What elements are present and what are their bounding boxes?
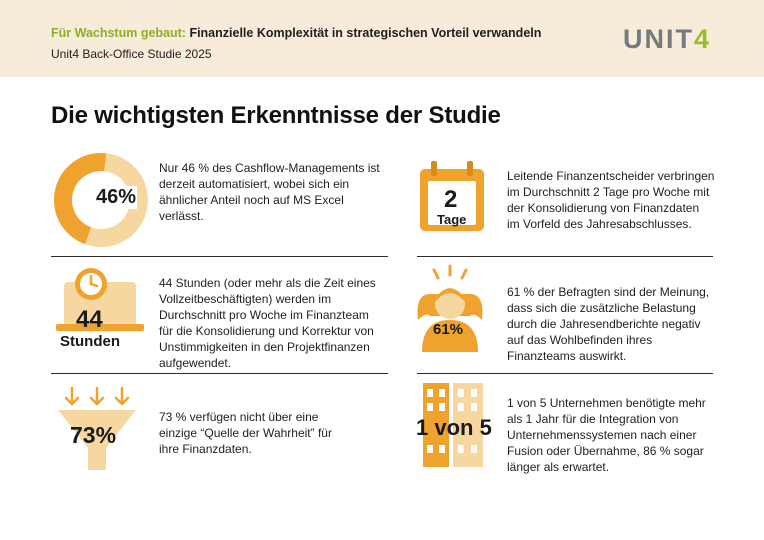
figure-46: 46% [95,186,138,209]
figure-2: 2 [444,186,458,213]
figure-73: 73% [70,422,117,448]
stressed-person-icon: 61% [412,264,488,352]
divider [417,373,713,374]
buildings-icon: 1 von 5 [413,381,493,469]
finding-text-wellbeing: 61 % der Befragten sind der Meinung, das… [507,285,710,363]
logo-text: UNIT [623,24,694,54]
finding-text-merger: 1 von 5 Unternehmen benötigte mehr als 1… [507,396,706,474]
header-banner: Für Wachstum gebaut: Finanzielle Komplex… [0,0,764,77]
divider [51,256,388,257]
pie-chart-dollar-icon: $ 46% [51,150,151,250]
header-tagline: Für Wachstum gebaut: Finanzielle Komplex… [51,26,541,40]
page-title: Die wichtigsten Erkenntnisse der Studie [51,102,501,129]
logo-four: 4 [694,24,712,54]
divider [417,256,713,257]
finding-text-days: Leitende Finanzentscheider verbringen im… [507,169,715,231]
figure-1-von-5: 1 von 5 [416,415,492,440]
tagline-rest: Finanzielle Komplexität in strategischen… [185,26,542,40]
finding-text-hours: 44 Stunden (oder mehr als die Zeit eines… [159,276,376,370]
figure-unit-stunden: Stunden [60,333,120,350]
clock-laptop-icon: 44 Stunden [54,264,146,354]
header-subtitle: Unit4 Back-Office Studie 2025 [51,47,212,61]
finding-text-truth: 73 % verfügen nicht über eine einzige “Q… [159,410,332,456]
divider [51,373,388,374]
figure-unit-tage: Tage [437,212,467,227]
figure-61: 61% [433,321,464,338]
calendar-icon: 2 Tage [417,160,487,232]
unit4-logo: UNIT4 [623,24,711,55]
funnel-arrows-icon: 73% [54,386,140,474]
tagline-accent: Für Wachstum gebaut: [51,26,186,40]
finding-text-cashflow: Nur 46 % des Cashflow-Managements ist de… [159,161,380,223]
figure-44: 44 [76,306,103,333]
dollar-sign: $ [79,179,96,211]
